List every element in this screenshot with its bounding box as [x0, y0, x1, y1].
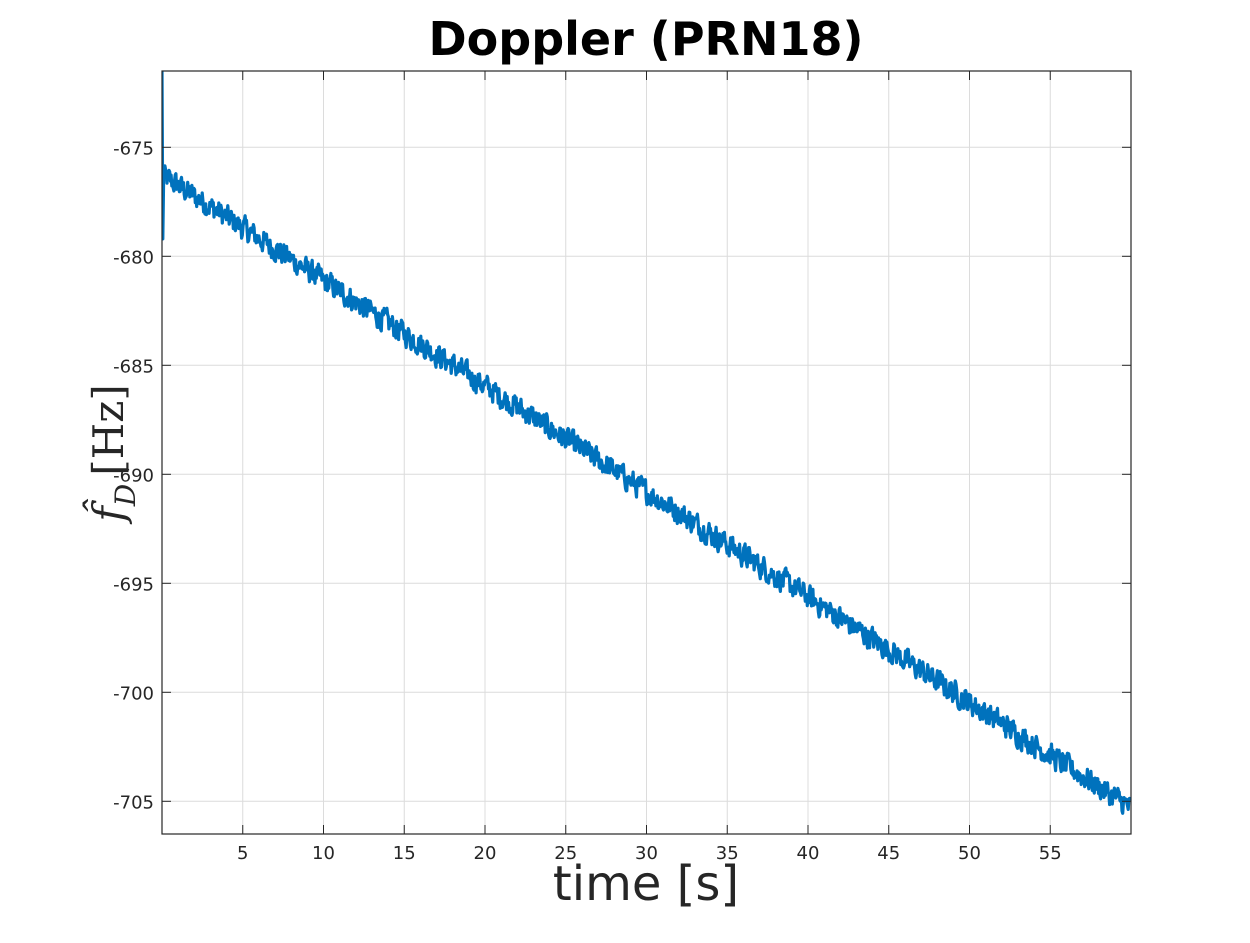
plot-frame — [161, 70, 1132, 835]
x-tick-label: 15 — [393, 843, 416, 864]
axes — [161, 70, 1132, 835]
x-axis-label: time [s] — [553, 856, 739, 912]
x-tick-label: 40 — [797, 843, 820, 864]
y-tick-label: -695 — [113, 574, 154, 595]
x-tick-label: 25 — [554, 843, 577, 864]
x-tick-label: 55 — [1039, 843, 1062, 864]
y-tick-label: -685 — [113, 356, 154, 377]
x-tick-label: 45 — [877, 843, 900, 864]
y-axis-label-subscript: D — [109, 484, 142, 507]
y-tick-label: -700 — [113, 683, 154, 704]
tick-labels: 5 10 15 20 25 30 35 40 45 50 55 -675 -680 -685 -690 -69… — [113, 138, 1062, 864]
x-tick-label: 50 — [958, 843, 981, 864]
x-tick-label: 10 — [312, 843, 335, 864]
x-tick-label: 20 — [474, 843, 497, 864]
x-tick-label: 5 — [237, 843, 248, 864]
y-tick-label: -680 — [113, 247, 154, 268]
x-tick-label: 35 — [716, 843, 739, 864]
chart-title: Doppler (PRN18) — [428, 12, 863, 66]
y-tick-label: -705 — [113, 792, 154, 813]
y-tick-label: -690 — [113, 465, 154, 486]
y-axis-label: f̂D[Hz] — [81, 384, 142, 525]
x-tick-label: 30 — [635, 843, 658, 864]
y-axis-label-unit: [Hz] — [84, 384, 133, 476]
grid — [162, 71, 1131, 834]
doppler-series-line — [162, 71, 1131, 815]
data-series — [162, 71, 1131, 815]
y-tick-label: -675 — [113, 138, 154, 159]
